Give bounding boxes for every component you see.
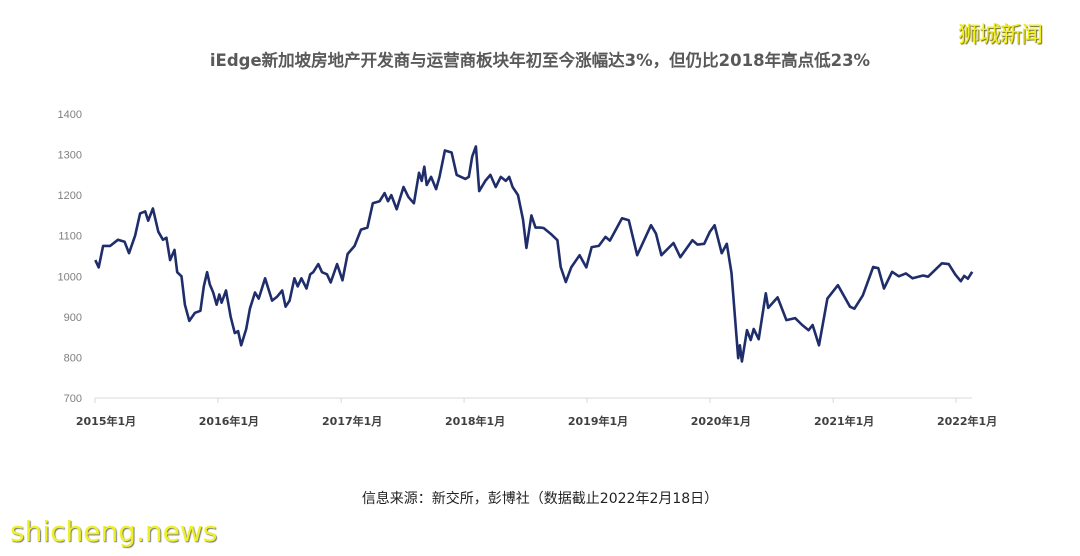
x-tick-label: 2020年1月 (691, 414, 751, 428)
series-line (94, 145, 974, 363)
x-tick-label: 2017年1月 (322, 414, 382, 428)
y-tick-label: 1300 (58, 150, 82, 162)
watermark-logo-bottom: shicheng.news (10, 515, 218, 548)
y-tick-label: 1400 (58, 109, 82, 121)
x-tick-label: 2016年1月 (199, 414, 259, 428)
data-points (95, 146, 973, 362)
x-tick-label: 2021年1月 (814, 414, 874, 428)
watermark-logo-top: 狮城新闻 (958, 23, 1043, 48)
x-tick-label: 2022年1月 (937, 414, 997, 428)
y-tick-label: 900 (64, 312, 82, 324)
y-tick-label: 1200 (58, 190, 82, 202)
x-tick-label: 2018年1月 (445, 414, 505, 428)
x-tick-label: 2015年1月 (76, 414, 136, 428)
x-axis: 2015年1月 2016年1月 2017年1月 2018年1月 2019年1月 2020年… (76, 398, 997, 428)
y-tick-label: 1100 (58, 231, 82, 243)
y-tick-label: 800 (64, 352, 82, 364)
y-axis: 700 800 900 1000 1100 1200 1300 1400 (58, 109, 82, 405)
x-tick-label: 2019年1月 (568, 414, 628, 428)
y-tick-label: 700 (64, 393, 82, 405)
chart-title: iEdge新加坡房地产开发商与运营商板块年初至今涨幅达3%，但仍比2018年高点… (209, 51, 871, 70)
source-note: 信息来源：新交所，彭博社（数据截止2022年2月18日） (361, 491, 719, 507)
y-tick-label: 1000 (58, 271, 82, 283)
